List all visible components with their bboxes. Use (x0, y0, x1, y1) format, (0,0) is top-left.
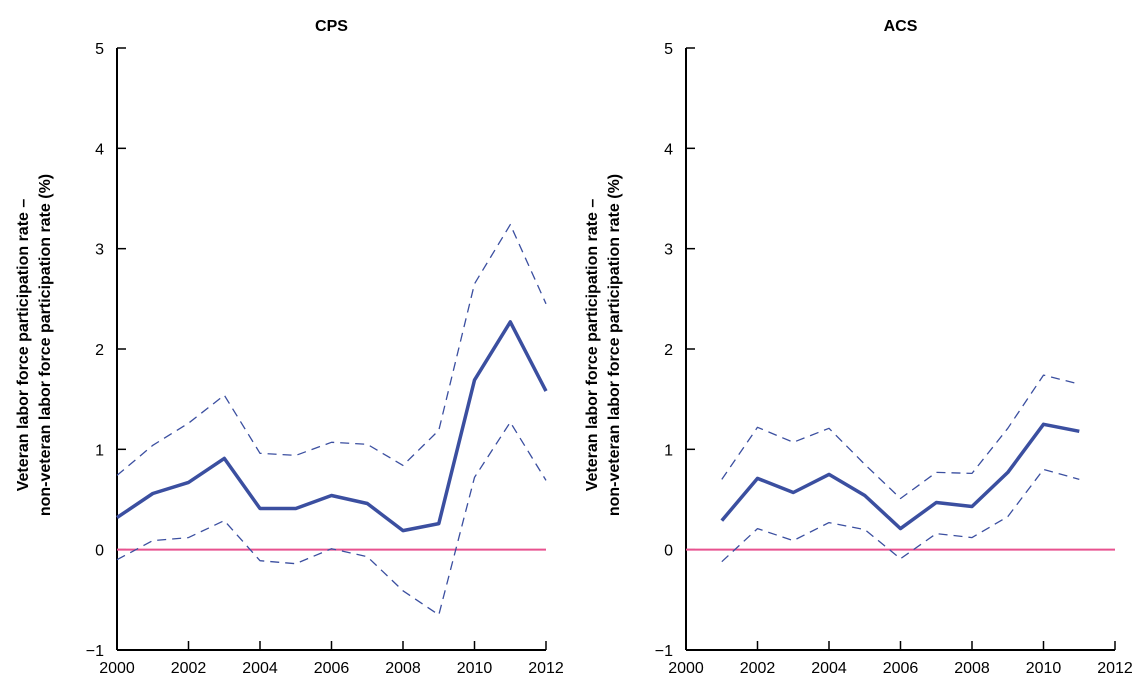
x-tick-label: 2002 (740, 660, 776, 677)
x-tick-label: 2004 (811, 660, 847, 677)
y-axis-title: non-veteran labor force participation ra… (37, 174, 54, 516)
y-tick-label: 2 (664, 342, 673, 359)
x-tick-label: 2002 (171, 660, 207, 677)
acs-panel: ACS −1 0 1 2 3 4 5 2000 2002 2004 2006 2008 2010 2012 V… (584, 18, 1133, 677)
x-tick-label: 2012 (1097, 660, 1133, 677)
y-tick-label: 3 (664, 242, 673, 259)
y-tick-label: 0 (95, 543, 104, 560)
y-axis-title: Veteran labor force participation rate – (584, 199, 601, 492)
y-tick-label: −1 (655, 643, 673, 660)
x-tick-label: 2006 (314, 660, 350, 677)
y-tick-label: 0 (664, 543, 673, 560)
y-tick-label: 2 (95, 342, 104, 359)
y-axis-title: Veteran labor force participation rate – (15, 199, 32, 492)
y-tick-label: 4 (95, 141, 104, 158)
x-tick-label: 2000 (99, 660, 135, 677)
x-tick-label: 2008 (954, 660, 990, 677)
panel-title: ACS (884, 18, 918, 35)
x-tick-label: 2000 (668, 660, 704, 677)
lower-bound-line (116, 421, 547, 616)
estimate-line (720, 422, 1080, 531)
x-tick-label: 2012 (528, 660, 564, 677)
y-tick-label: 4 (664, 141, 673, 158)
y-tick-label: 1 (95, 442, 104, 459)
x-tick-label: 2008 (385, 660, 421, 677)
upper-bound-line (116, 223, 547, 476)
y-axis-title: non-veteran labor force participation ra… (606, 174, 623, 516)
x-tick-label: 2010 (1026, 660, 1062, 677)
x-tick-label: 2010 (457, 660, 493, 677)
cps-panel: CPS −1 0 1 2 3 4 5 2000 2002 2004 2006 2008 2010 2012 V… (15, 18, 564, 677)
estimate-line (116, 320, 548, 533)
y-tick-label: 5 (664, 41, 673, 58)
y-tick-label: 1 (664, 442, 673, 459)
x-tick-label: 2006 (883, 660, 919, 677)
x-tick-label: 2004 (242, 660, 278, 677)
y-tick-label: 5 (95, 41, 104, 58)
lower-bound-line (721, 468, 1080, 563)
upper-bound-line (721, 374, 1080, 500)
y-tick-label: −1 (86, 643, 104, 660)
panel-title: CPS (315, 18, 348, 35)
y-tick-label: 3 (95, 242, 104, 259)
